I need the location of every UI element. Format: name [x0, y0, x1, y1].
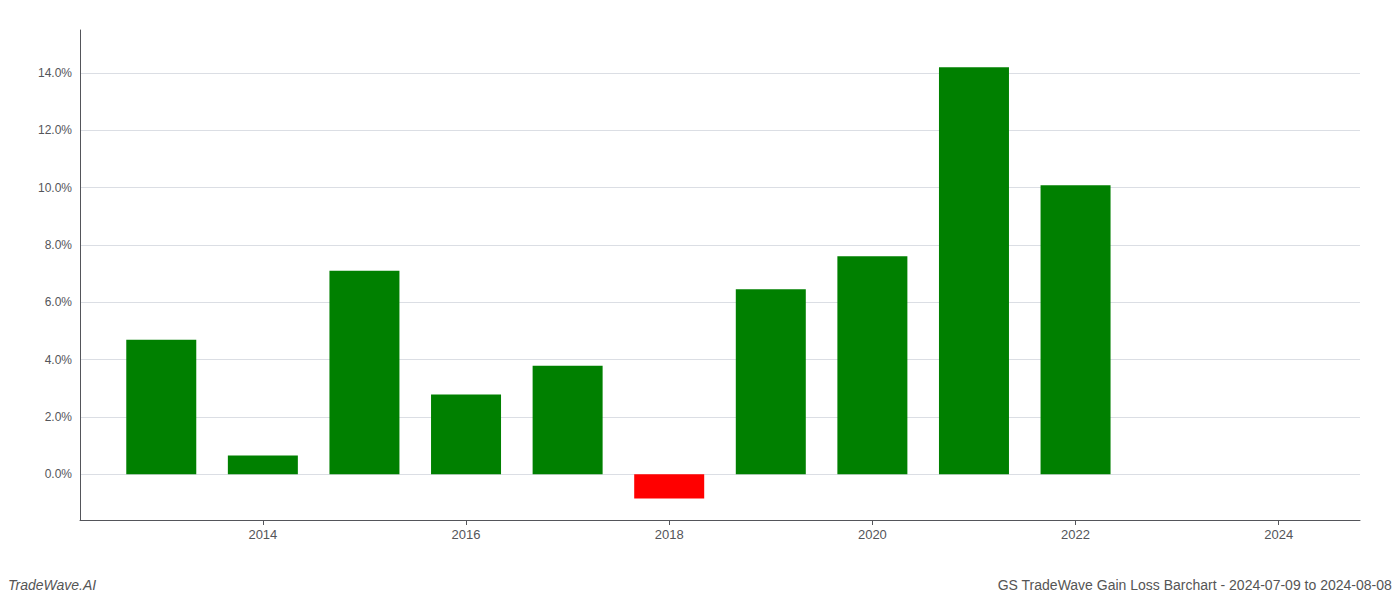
svg-text:12.0%: 12.0%: [38, 123, 72, 137]
svg-text:6.0%: 6.0%: [45, 295, 73, 309]
svg-text:0.0%: 0.0%: [45, 467, 73, 481]
svg-text:14.0%: 14.0%: [38, 66, 72, 80]
svg-text:4.0%: 4.0%: [45, 353, 73, 367]
svg-text:2024: 2024: [1264, 527, 1293, 542]
svg-text:2022: 2022: [1061, 527, 1090, 542]
svg-text:8.0%: 8.0%: [45, 238, 73, 252]
svg-text:2.0%: 2.0%: [45, 410, 73, 424]
svg-text:2016: 2016: [452, 527, 481, 542]
svg-text:TradeWave.AI: TradeWave.AI: [8, 577, 96, 593]
svg-text:10.0%: 10.0%: [38, 181, 72, 195]
svg-text:2020: 2020: [858, 527, 887, 542]
svg-text:2018: 2018: [655, 527, 684, 542]
svg-text:GS TradeWave Gain Loss Barchar: GS TradeWave Gain Loss Barchart - 2024-0…: [998, 577, 1392, 593]
svg-text:2014: 2014: [248, 527, 277, 542]
